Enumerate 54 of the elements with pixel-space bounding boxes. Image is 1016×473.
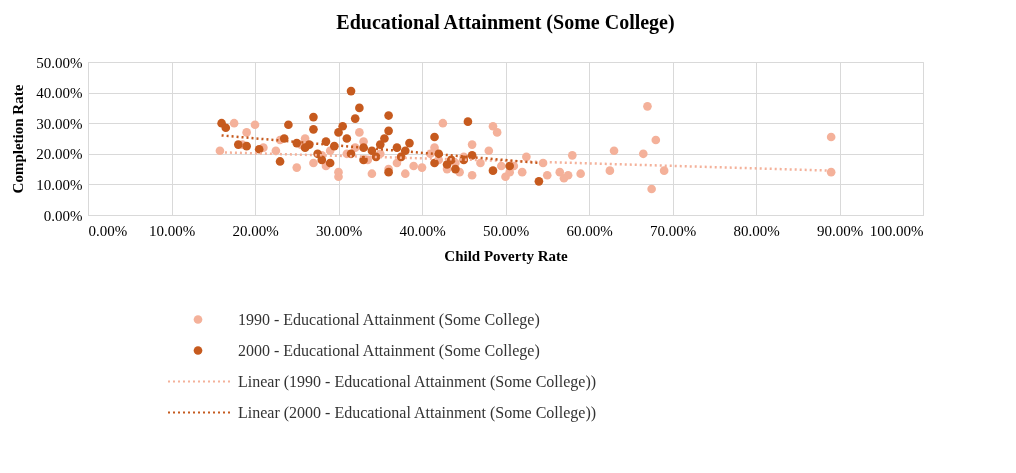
point <box>346 86 356 96</box>
point <box>284 120 293 130</box>
y-tick-label: 0.00% <box>43 207 83 224</box>
y-tick-label: 40.00% <box>36 85 83 102</box>
point <box>505 161 514 171</box>
point <box>534 177 544 186</box>
legend-label: 1990 - Educational Attainment (Some College) <box>238 310 540 329</box>
y-tick-label: 10.00% <box>36 176 83 193</box>
x-tick-label: 90.00% <box>816 222 864 239</box>
point <box>275 157 285 166</box>
point <box>242 141 251 151</box>
chart-title: Educational Attainment (Some College) <box>336 11 675 34</box>
x-axis-title: Child Poverty Rate <box>444 247 568 264</box>
legend-label: 2000 - Educational Attainment (Some College) <box>238 341 540 360</box>
x-tick-label: 0.00% <box>88 222 128 239</box>
x-tick-label: 10.00% <box>148 222 196 239</box>
point <box>467 151 477 160</box>
point <box>334 128 343 137</box>
x-tick-label: 60.00% <box>566 222 613 239</box>
x-tick-label: 100.00% <box>869 222 924 239</box>
point <box>317 155 327 165</box>
point <box>380 134 389 143</box>
x-tick-label: 30.00% <box>315 222 363 239</box>
point <box>451 164 460 174</box>
point <box>405 138 414 148</box>
x-tick-label: 50.00% <box>482 222 530 239</box>
point <box>221 123 231 133</box>
x-tick-label: 40.00% <box>399 222 446 239</box>
point <box>430 158 439 168</box>
point <box>430 132 439 142</box>
x-tick-label: 70.00% <box>649 222 697 239</box>
point <box>233 140 243 149</box>
point <box>309 125 318 134</box>
y-tick-label: 50.00% <box>36 54 83 71</box>
x-tick-label: 20.00% <box>232 222 279 239</box>
y-tick-label: 30.00% <box>36 115 83 132</box>
point <box>342 134 352 143</box>
point <box>463 117 473 126</box>
point <box>292 138 302 148</box>
point <box>384 126 393 136</box>
point <box>350 114 360 123</box>
legend-label: Linear (1990 - Educational Attainment (Some College)) <box>238 372 597 391</box>
point <box>309 112 318 122</box>
x-tick-label: 80.00% <box>733 222 780 239</box>
point <box>325 158 335 168</box>
y-tick-label: 20.00% <box>36 146 83 163</box>
legend-label: Linear (2000 - Educational Attainment (Some College)) <box>238 403 597 422</box>
point <box>359 155 368 165</box>
point <box>384 111 393 120</box>
point <box>488 166 498 175</box>
y-axis-title: Completion Rate <box>10 84 27 194</box>
point <box>355 103 364 113</box>
point <box>375 140 385 149</box>
point <box>338 121 348 131</box>
